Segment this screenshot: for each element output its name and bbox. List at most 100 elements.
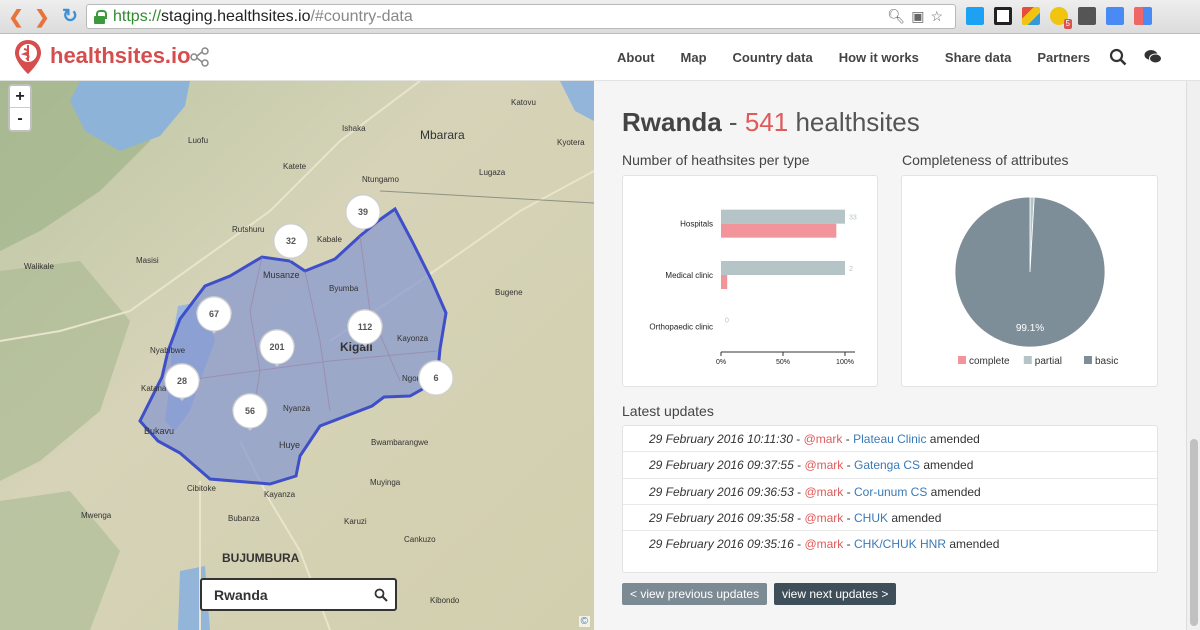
update-separator: - [843, 510, 854, 525]
cluster-marker[interactable]: 28 [164, 363, 200, 401]
map-label: Muyinga [370, 478, 401, 487]
lake-edward [70, 81, 190, 151]
bar-mark[interactable] [721, 275, 728, 289]
scrollbar-thumb[interactable] [1190, 439, 1198, 626]
update-site-link[interactable]: Cor-unum CS [853, 484, 928, 499]
google-translate-extension-icon[interactable] [1106, 7, 1124, 25]
legend-swatch [958, 356, 966, 364]
legend-swatch [1084, 356, 1092, 364]
map-label: Kibondo [430, 596, 460, 605]
update-date: 29 February 2016 09:35:58 [649, 510, 794, 525]
country-name: Rwanda [622, 107, 722, 137]
map-label: Bugene [495, 288, 523, 297]
district-lines [179, 235, 438, 432]
grid-extension-icon[interactable] [1134, 7, 1152, 25]
updates-title: Latest updates [622, 403, 714, 419]
map-label: Musanze [263, 270, 300, 280]
map-label: Kabale [317, 235, 342, 244]
reload-icon[interactable]: ↻ [62, 6, 78, 27]
lake-victoria [560, 81, 594, 121]
legend-label: basic [1095, 356, 1118, 367]
twitter-extension-icon[interactable] [966, 7, 984, 25]
map-country-search-input[interactable]: Rwanda [200, 578, 397, 611]
translate-icon[interactable]: ▣ [911, 8, 931, 24]
map-view[interactable]: Katovu Ishaka Mbarara Luofu Kyotera Kate… [0, 81, 594, 630]
map-label: Luofu [188, 136, 208, 145]
map-canvas[interactable]: Katovu Ishaka Mbarara Luofu Kyotera Kate… [0, 81, 594, 630]
menu-item-how-it-works[interactable]: How it works [838, 50, 919, 65]
update-separator: - [793, 510, 805, 525]
menu-item-map[interactable]: Map [680, 50, 707, 65]
menu-item-about[interactable]: About [617, 50, 655, 65]
search-icon[interactable] [374, 588, 388, 602]
cluster-count: 28 [177, 376, 187, 386]
healthsite-count-suffix: healthsites [795, 107, 920, 137]
map-label: Walikale [24, 262, 54, 271]
bar-mark[interactable] [721, 209, 845, 224]
address-bar[interactable]: https://staging.healthsites.io/#country-… [86, 4, 956, 29]
border-line [379, 190, 594, 204]
update-user-link[interactable]: @mark [804, 484, 844, 499]
update-date: 29 February 2016 09:37:55 [649, 458, 794, 473]
cluster-marker[interactable]: 32 [273, 223, 309, 261]
map-attribution[interactable]: © [578, 616, 590, 627]
cluster-marker[interactable]: 112 [347, 309, 383, 347]
zoom-in-button[interactable]: + [10, 86, 30, 108]
country-data-panel: Rwanda - 541 healthsites Number of heath… [594, 81, 1186, 630]
cluster-count: 67 [209, 309, 219, 319]
menu-item-country-data[interactable]: Country data [732, 50, 813, 65]
view-previous-updates-button[interactable]: < view previous updates [622, 583, 768, 605]
zoom-control: + - [8, 84, 32, 132]
cluster-marker[interactable]: 6 [418, 360, 454, 398]
update-site-link[interactable]: Gatenga CS [853, 458, 921, 473]
update-row: 29 February 2016 09:35:58 - @mark - CHUK… [623, 505, 1157, 532]
update-user-link[interactable]: @mark [804, 458, 844, 473]
cluster-marker[interactable]: 56 [232, 393, 268, 431]
chat-icon[interactable] [1144, 48, 1162, 66]
page-scrollbar[interactable] [1186, 81, 1200, 630]
bulb-extension-icon[interactable]: 5 [1050, 7, 1072, 29]
menu-item-partners[interactable]: Partners [1037, 50, 1091, 65]
map-label: Byumba [329, 284, 359, 293]
url-text[interactable]: https://staging.healthsites.io/#country-… [113, 8, 413, 25]
update-site-link[interactable]: CHK/CHUK HNR [853, 537, 946, 552]
cube-extension-icon[interactable] [1022, 7, 1040, 25]
update-action: amended [927, 484, 981, 499]
bar-value-label: 2 [849, 266, 853, 273]
update-site-link[interactable]: Plateau Clinic [853, 432, 927, 446]
cluster-marker[interactable]: 39 [345, 194, 381, 232]
map-label: Ngoma [402, 374, 428, 383]
bar-x-tick-label: 100% [836, 359, 854, 366]
update-user-link[interactable]: @mark [804, 510, 844, 525]
pie-slice-basic[interactable] [954, 196, 1106, 348]
forward-arrow-icon[interactable]: ❯ [34, 7, 50, 27]
menu-item-share-data[interactable]: Share data [944, 50, 1012, 65]
update-user-link[interactable]: @mark [804, 537, 844, 552]
bookmark-star-icon[interactable]: ☆ [930, 8, 949, 24]
bar-mark[interactable] [721, 223, 837, 238]
view-next-updates-button[interactable]: view next updates > [774, 583, 897, 605]
delicious-extension-icon[interactable] [994, 7, 1012, 25]
map-label: Mwenga [81, 511, 112, 520]
completeness-chart-card: 99.1% complete partial basic [901, 175, 1158, 387]
search-icon[interactable] [1109, 48, 1127, 66]
window-extension-icon[interactable] [1078, 7, 1096, 25]
healthsites-logo-icon[interactable] [13, 39, 43, 75]
map-label: Kayonza [397, 334, 429, 343]
map-label: Kyotera [557, 138, 585, 147]
cluster-marker[interactable]: 201 [259, 329, 295, 367]
cluster-marker[interactable]: 67 [196, 296, 232, 334]
lock-icon [94, 10, 107, 24]
zoom-out-button[interactable]: - [17, 110, 23, 127]
update-site-link[interactable]: CHUK [853, 510, 888, 525]
bar-mark[interactable] [721, 261, 845, 275]
zoom-icon[interactable]: 🔍︎ [887, 8, 912, 24]
map-label: Nyanza [283, 404, 311, 413]
update-date: 29 February 2016 10:11:30 [649, 432, 793, 446]
site-logo-text[interactable]: healthsites.io [50, 43, 191, 68]
update-row: 29 February 2016 09:35:16 - @mark - CHK/… [623, 531, 1157, 557]
update-row: 29 February 2016 09:37:55 - @mark - Gate… [623, 452, 1157, 479]
update-user-link[interactable]: @mark [803, 432, 843, 446]
back-arrow-icon[interactable]: ❮ [8, 7, 24, 27]
share-icon[interactable] [189, 46, 211, 68]
